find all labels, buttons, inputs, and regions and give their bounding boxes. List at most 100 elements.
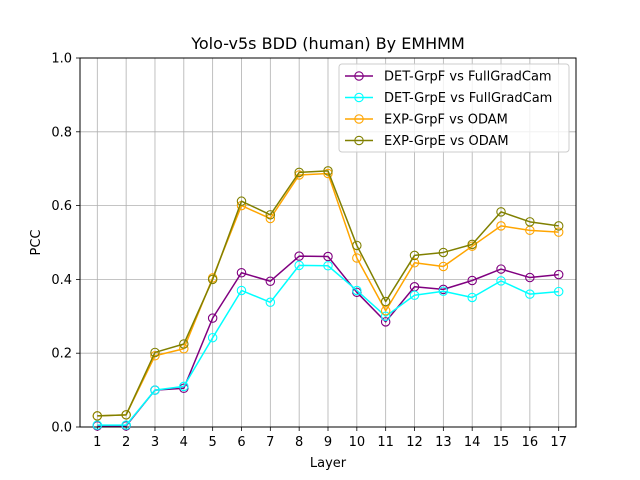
- x-tick-label: 15: [493, 435, 510, 450]
- legend-swatch-marker: [354, 92, 364, 103]
- data-point: [92, 420, 103, 430]
- x-tick-label: 7: [266, 435, 274, 450]
- data-point: [236, 196, 247, 206]
- data-point: [150, 347, 160, 358]
- y-axis: 0.0 0.2 0.4 0.6 0.8 1.0: [51, 52, 80, 436]
- data-point: [553, 269, 564, 280]
- legend-label: DET-GrpF vs FullGradCam: [384, 70, 552, 85]
- y-tick-label: 0.4: [51, 273, 72, 288]
- data-point: [323, 166, 333, 176]
- data-point: [207, 332, 218, 343]
- legend: DET-GrpF vs FullGradCam DET-GrpE vs FullG…: [338, 63, 570, 153]
- x-tick-label: 12: [406, 435, 423, 450]
- series-4: [92, 166, 564, 421]
- data-point: [265, 210, 276, 220]
- legend-item: DET-GrpF vs FullGradCam: [345, 70, 552, 85]
- data-point: [380, 311, 391, 322]
- legend-box: [338, 63, 570, 153]
- data-point: [207, 313, 218, 323]
- y-axis-title: PCC: [29, 230, 44, 256]
- x-axis-title: Layer: [310, 456, 347, 471]
- data-point: [323, 260, 333, 271]
- data-point: [496, 276, 506, 286]
- data-point: [525, 272, 535, 283]
- data-point: [380, 296, 391, 307]
- data-point: [236, 285, 247, 296]
- data-point: [438, 261, 449, 272]
- data-point: [380, 317, 391, 327]
- data-point: [179, 381, 189, 392]
- data-point: [294, 260, 304, 271]
- y-tick-label: 0.0: [51, 421, 72, 436]
- data-point: [92, 411, 103, 421]
- data-point: [352, 253, 362, 263]
- x-tick-label: 4: [180, 435, 188, 450]
- series-line: [97, 255, 559, 427]
- x-tick-label: 10: [349, 435, 366, 450]
- data-point: [150, 351, 160, 361]
- data-point: [467, 275, 477, 286]
- data-point: [409, 290, 420, 301]
- legend-label: EXP-GrpE vs ODAM: [384, 134, 509, 149]
- data-point: [236, 268, 247, 278]
- legend-item: DET-GrpE vs FullGradCam: [345, 91, 552, 106]
- legend-item: EXP-GrpE vs ODAM: [345, 134, 509, 149]
- legend-item: EXP-GrpF vs ODAM: [345, 113, 508, 128]
- y-tick-label: 1.0: [51, 52, 72, 67]
- data-point: [265, 276, 276, 286]
- data-point: [352, 240, 362, 251]
- series-line: [97, 172, 559, 417]
- data-point: [553, 221, 564, 231]
- legend-swatch-marker: [354, 114, 364, 124]
- data-point: [438, 247, 449, 258]
- data-point: [467, 292, 477, 303]
- legend-swatch-marker: [354, 71, 364, 81]
- data-point: [294, 251, 304, 261]
- data-point: [496, 264, 506, 274]
- x-tick-label: 8: [295, 435, 303, 450]
- y-tick-label: 0.2: [51, 347, 72, 362]
- data-point: [467, 239, 477, 250]
- x-tick-label: 16: [522, 435, 539, 450]
- chart-title: Yolo-v5s BDD (human) By EMHMM: [190, 34, 465, 53]
- data-point: [496, 207, 506, 217]
- x-tick-label: 3: [151, 435, 159, 450]
- data-point: [323, 251, 333, 262]
- y-tick-label: 0.6: [51, 199, 72, 214]
- grid: [80, 57, 576, 428]
- data-point: [553, 286, 564, 297]
- x-tick-label: 6: [237, 435, 245, 450]
- data-point: [352, 285, 362, 296]
- x-tick-label: 14: [464, 435, 481, 450]
- data-point: [553, 227, 564, 237]
- x-tick-label: 1: [93, 435, 101, 450]
- series-2: [92, 260, 564, 430]
- legend-swatch-marker: [354, 135, 364, 146]
- data-point: [150, 385, 160, 395]
- data-point: [121, 420, 131, 430]
- data-point: [179, 339, 189, 349]
- data-point: [121, 410, 131, 420]
- data-point: [496, 221, 506, 231]
- data-point: [525, 217, 535, 227]
- x-axis: 1 2 3 4 5 6 7 8 9 10 11 12 13 14 15 16 17: [93, 427, 567, 450]
- data-point: [294, 170, 304, 180]
- x-tick-label: 17: [550, 435, 567, 450]
- x-tick-label: 13: [435, 435, 452, 450]
- data-point: [409, 250, 420, 261]
- x-tick-label: 5: [209, 435, 217, 450]
- data-point: [207, 274, 218, 285]
- series-1: [92, 251, 564, 431]
- data-point: [294, 167, 304, 178]
- y-tick-label: 0.8: [51, 125, 72, 140]
- x-tick-label: 2: [122, 435, 130, 450]
- data-point: [525, 289, 535, 299]
- series-layer: [92, 166, 564, 431]
- x-tick-label: 9: [324, 435, 332, 450]
- legend-label: DET-GrpE vs FullGradCam: [384, 91, 552, 106]
- data-point: [438, 286, 449, 296]
- data-point: [323, 168, 333, 179]
- data-point: [265, 297, 276, 308]
- legend-label: EXP-GrpF vs ODAM: [384, 113, 508, 128]
